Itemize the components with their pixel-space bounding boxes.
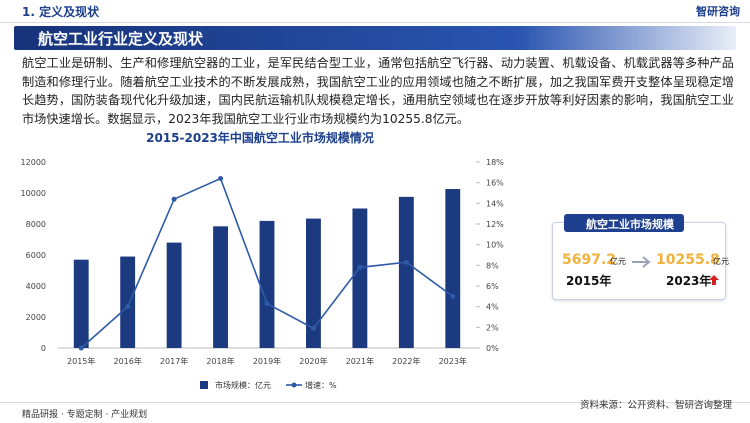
line-marker xyxy=(78,345,84,351)
y2-tick-label: 18% xyxy=(486,158,504,167)
line-marker xyxy=(218,176,224,182)
y2-tick-label: 10% xyxy=(486,241,504,250)
bar xyxy=(306,218,321,348)
x-tick-label: 2023年 xyxy=(439,356,467,366)
y-tick-label: 6000 xyxy=(26,251,46,260)
legend-swatch xyxy=(200,381,208,389)
y-tick-label: 8000 xyxy=(26,220,46,229)
y2-tick-label: 12% xyxy=(486,220,504,229)
end-value: 10255.8 xyxy=(656,252,720,268)
line-marker xyxy=(403,259,409,265)
end-year: 2023年 xyxy=(666,274,712,288)
line-marker xyxy=(264,301,270,307)
section-title: 1. 定义及现状 xyxy=(22,5,100,19)
bar xyxy=(352,208,368,348)
legend-label: 市场规模：亿元 xyxy=(215,380,271,390)
footer-left: 精品研报 · 专题定制 · 产业规划 xyxy=(22,410,148,420)
line-marker xyxy=(125,304,131,310)
y2-tick-label: 16% xyxy=(486,179,504,188)
card xyxy=(552,222,726,300)
logo: 智研咨询 xyxy=(696,5,740,18)
x-tick-label: 2019年 xyxy=(253,356,281,366)
y2-tick-label: 4% xyxy=(486,303,499,312)
x-tick-label: 2022年 xyxy=(392,356,420,366)
x-tick-label: 2020年 xyxy=(299,356,327,366)
bar xyxy=(259,220,275,348)
end-unit: 亿元 xyxy=(713,257,729,266)
y2-tick-label: 6% xyxy=(486,282,499,291)
arrow xyxy=(632,256,651,268)
y2-tick-label: 0% xyxy=(486,344,499,353)
card-title: 航空工业市场规模 xyxy=(586,218,674,231)
start-value: 5697.2 xyxy=(562,252,617,268)
x-tick-label: 2015年 xyxy=(67,356,95,366)
line-marker xyxy=(357,264,363,270)
line-marker xyxy=(450,293,456,299)
y-tick-label: 2000 xyxy=(26,313,46,322)
x-tick-label: 2018年 xyxy=(206,356,234,366)
bar xyxy=(120,256,136,348)
banner-title: 航空工业行业定义及现状 xyxy=(38,30,204,48)
bar xyxy=(73,259,89,348)
y2-tick-label: 8% xyxy=(486,261,499,270)
legend-swatch xyxy=(291,382,297,388)
banner xyxy=(14,26,736,50)
bar xyxy=(166,242,182,348)
y-tick-label: 10000 xyxy=(21,189,46,198)
paragraph: 航空工业是研制、生产和修理航空器的工业，是军民结合型工业，通常包括航空飞行器、动… xyxy=(22,56,734,126)
card-header xyxy=(564,214,684,232)
legend-label: 增速：% xyxy=(305,380,337,390)
x-tick-label: 2017年 xyxy=(160,356,188,366)
y2-tick-label: 14% xyxy=(486,199,504,208)
source: 资料来源：公开资料、智研咨询整理 xyxy=(579,400,732,411)
bar xyxy=(213,226,228,348)
up-arrow xyxy=(709,275,719,285)
y-tick-label: 12000 xyxy=(21,158,46,167)
bar xyxy=(398,196,414,348)
y-tick-label: 4000 xyxy=(26,282,46,291)
y2-tick-label: 2% xyxy=(486,323,499,332)
y-tick-label: 0 xyxy=(41,344,46,353)
chart-title: 2015-2023年中国航空工业市场规模情况 xyxy=(146,130,374,145)
bar xyxy=(445,189,461,348)
x-tick-label: 2016年 xyxy=(113,356,141,366)
chart: 2015-2023年中国航空工业市场规模情况 0 2000 4000 6000 8000… xyxy=(21,130,505,390)
line-marker xyxy=(171,196,177,202)
x-tick-label: 2021年 xyxy=(346,356,374,366)
header-bar xyxy=(0,0,750,23)
start-year: 2015年 xyxy=(566,274,612,288)
start-unit: 亿元 xyxy=(610,257,626,266)
footer-bar xyxy=(0,402,750,423)
line-marker xyxy=(310,325,316,331)
